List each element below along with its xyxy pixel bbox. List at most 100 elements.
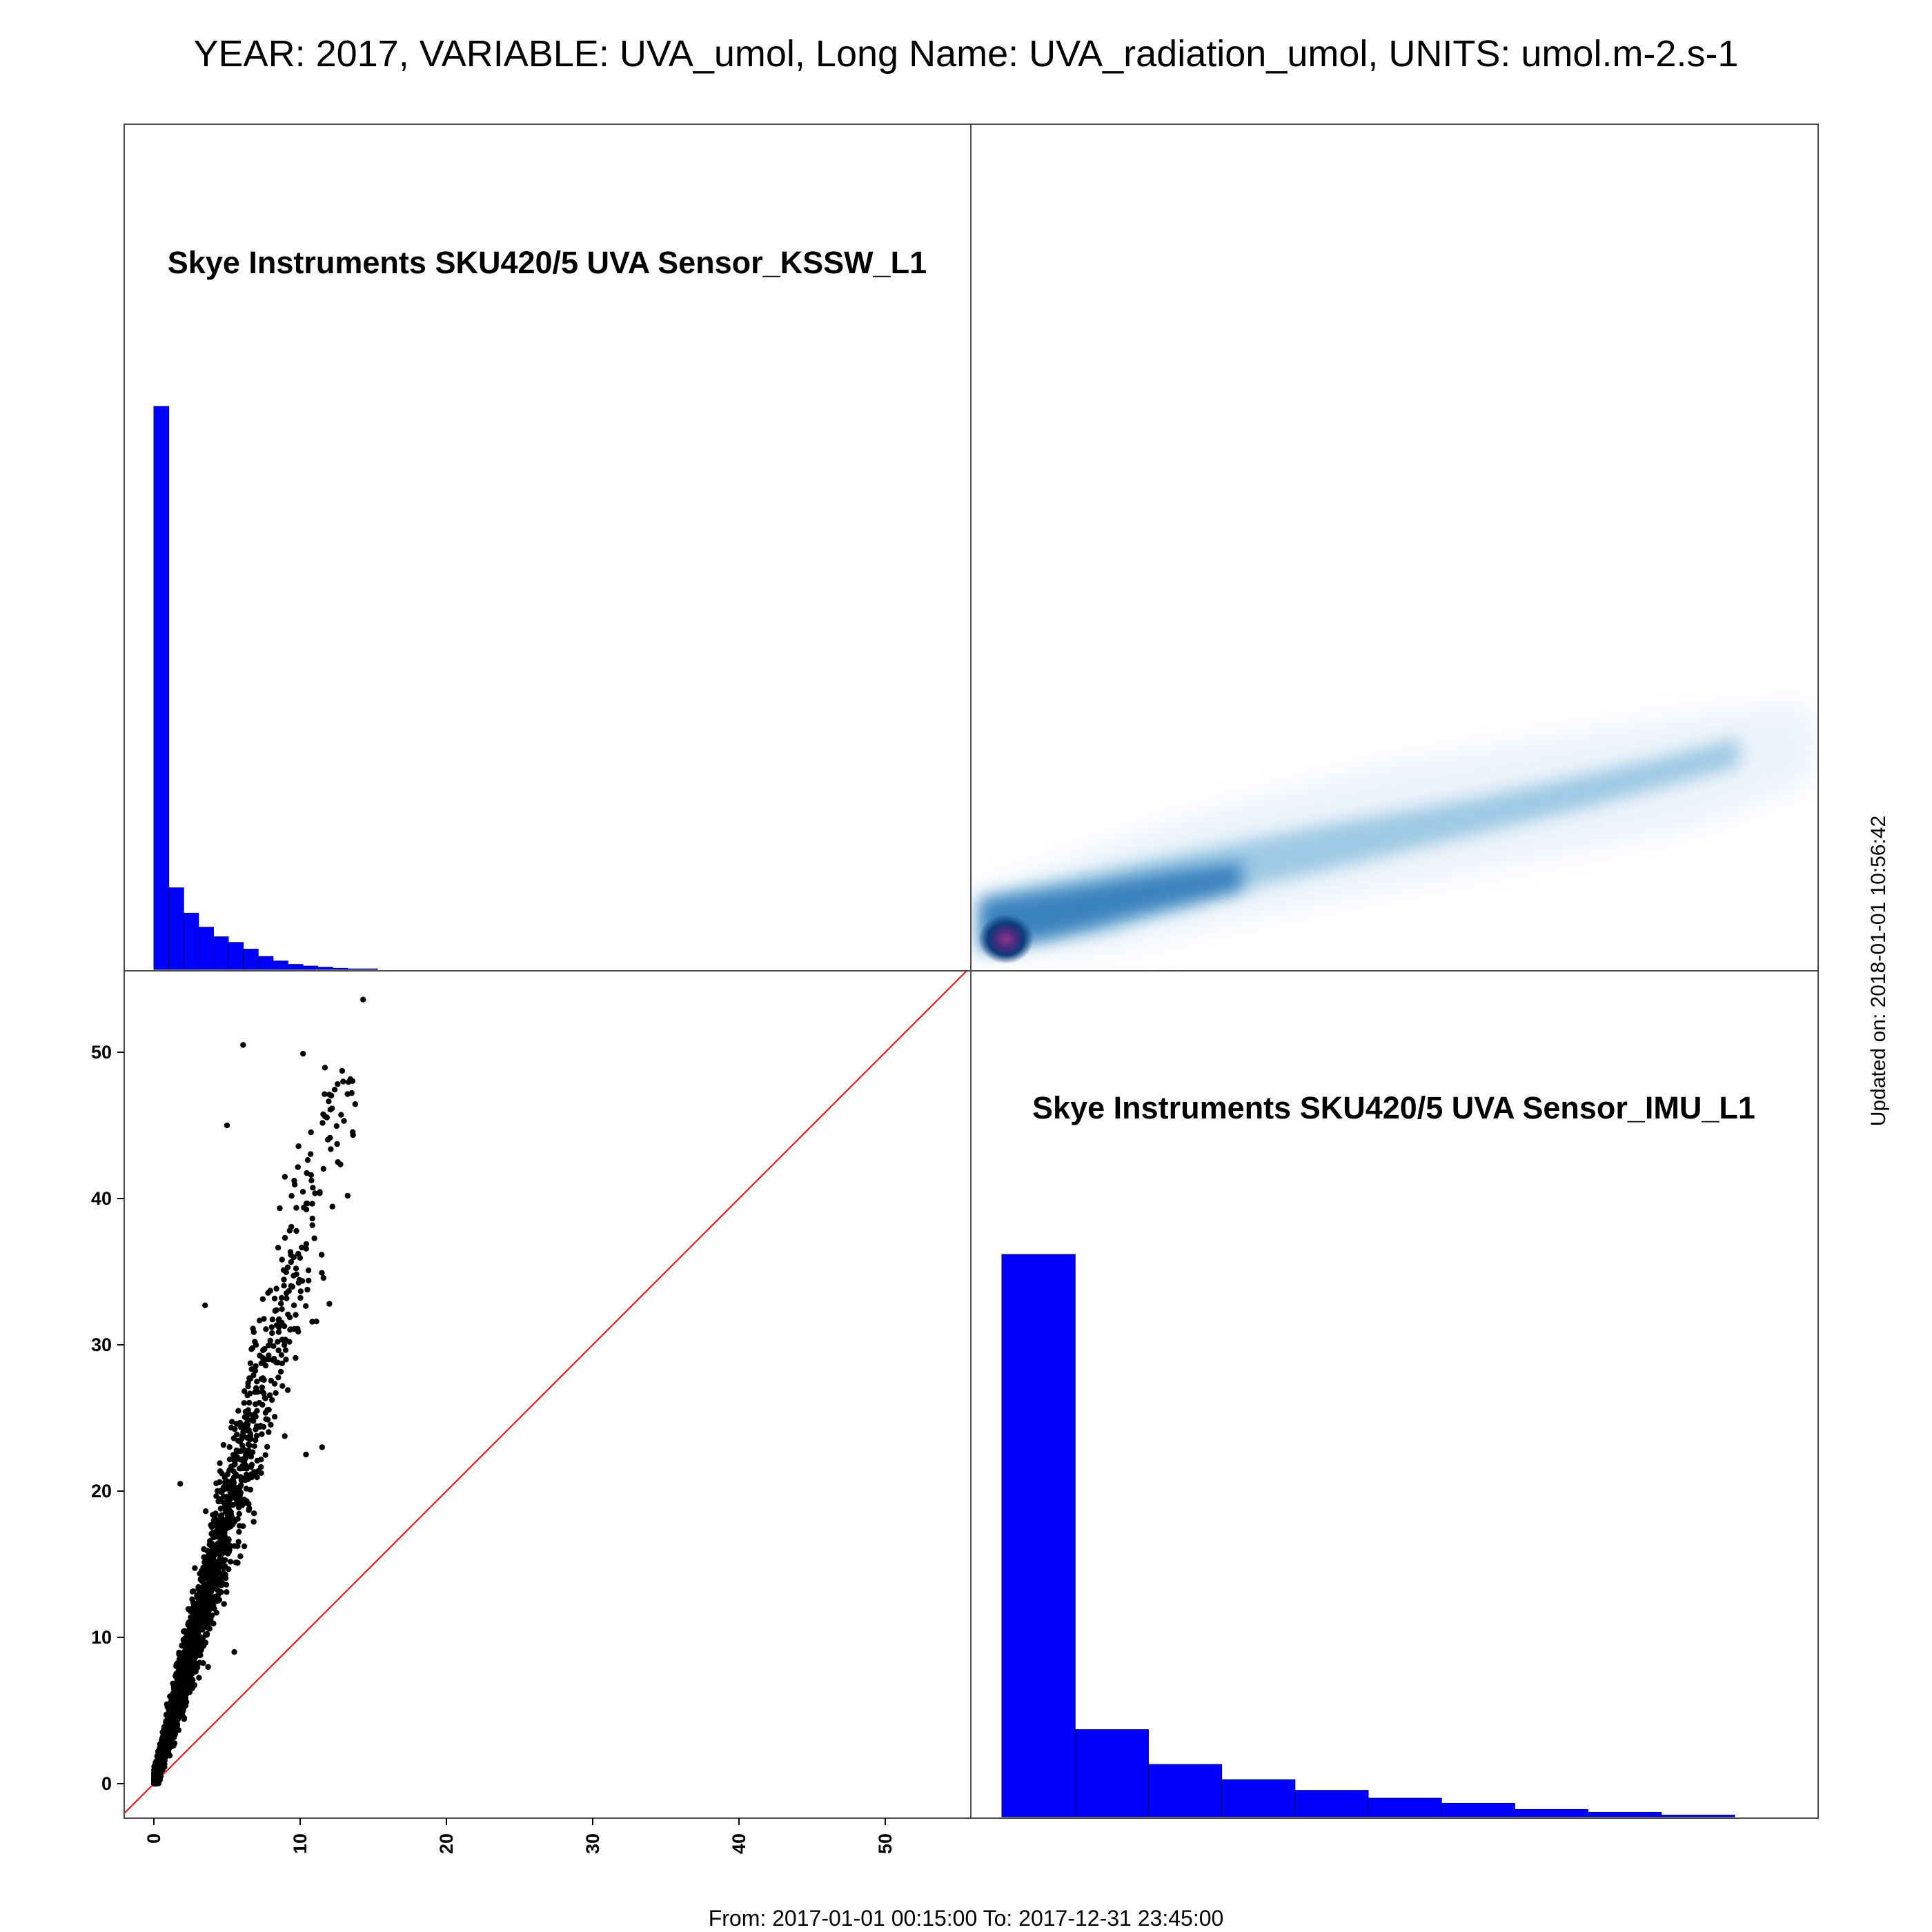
- scatter-point: [239, 1436, 245, 1442]
- scatter-point: [282, 1174, 288, 1180]
- scatter-point: [254, 1474, 260, 1481]
- scatter-point: [304, 1201, 310, 1207]
- scatter-point: [240, 1042, 246, 1048]
- scatter-point: [210, 1598, 217, 1604]
- histogram-bar: [1294, 1790, 1369, 1817]
- scatter-point: [227, 1559, 234, 1565]
- scatter-point: [320, 1165, 326, 1172]
- scatter-point: [224, 1589, 230, 1595]
- scatter-point: [163, 1737, 169, 1743]
- scatter-point: [219, 1538, 226, 1544]
- scatter-point: [181, 1628, 188, 1634]
- histogram-bar: [168, 887, 184, 970]
- scatter-point: [200, 1608, 207, 1615]
- scatter-point: [277, 1368, 284, 1375]
- scatter-point: [164, 1704, 170, 1710]
- histogram-imu: [1001, 1254, 1735, 1817]
- scatter-point: [244, 1449, 251, 1455]
- scatter-point: [326, 1098, 332, 1105]
- scatter-point: [235, 1539, 241, 1545]
- scatter-point: [260, 1423, 267, 1430]
- scatter-point: [304, 1286, 310, 1293]
- scatter-point: [165, 1717, 172, 1724]
- scatter-point: [230, 1468, 237, 1475]
- scatter-point: [253, 1363, 259, 1370]
- scatter-point: [278, 1352, 285, 1358]
- scatter-point: [252, 1339, 258, 1345]
- scatter-point: [350, 1132, 356, 1138]
- scatter-point: [275, 1329, 282, 1335]
- scatter-point: [275, 1359, 281, 1366]
- scatter-point: [203, 1508, 209, 1515]
- density-peak: [978, 914, 1034, 964]
- scatter-point: [272, 1308, 278, 1314]
- scatter-point: [201, 1559, 208, 1566]
- scatter-point: [230, 1477, 237, 1484]
- scatter-point: [231, 1649, 237, 1655]
- scatter-point: [307, 1151, 314, 1157]
- scatter-points: [150, 996, 366, 1787]
- y-tick-label: 20: [91, 1481, 112, 1501]
- scatter-point: [271, 1355, 277, 1362]
- scatter-point: [238, 1448, 244, 1455]
- scatter-point: [181, 1715, 188, 1721]
- scatter-point: [241, 1423, 248, 1429]
- scatter-point: [248, 1366, 255, 1372]
- scatter-point: [262, 1452, 268, 1458]
- scatter-point: [239, 1502, 246, 1508]
- scatter-point: [241, 1400, 247, 1406]
- scatter-point: [253, 1401, 259, 1408]
- scatter-point: [186, 1619, 193, 1626]
- scatter-point: [210, 1582, 217, 1588]
- scatter-point: [246, 1399, 253, 1406]
- scatter-point: [319, 1120, 326, 1126]
- histogram-bar: [1588, 1811, 1662, 1817]
- scatter-point: [181, 1643, 188, 1649]
- scatter-point: [262, 1362, 269, 1369]
- panel-top-left: Skye Instruments SKU420/5 UVA Sensor_KSS…: [124, 124, 972, 972]
- scatter-point: [189, 1685, 195, 1691]
- scatter-point: [240, 1465, 246, 1472]
- scatter-point: [279, 1256, 285, 1263]
- scatter-point: [293, 1312, 299, 1318]
- scatter-point: [282, 1234, 288, 1241]
- scatter-point: [178, 1684, 185, 1690]
- scatter-point: [224, 1471, 231, 1477]
- histogram-bar: [317, 967, 333, 970]
- scatter-point: [240, 1523, 246, 1529]
- scatter-point: [275, 1374, 282, 1381]
- scatter-point: [246, 1507, 252, 1513]
- scatter-point: [335, 1159, 341, 1165]
- scatter-point: [213, 1480, 219, 1486]
- scatter-point: [221, 1601, 227, 1607]
- scatter-point: [204, 1575, 210, 1581]
- scatter-point: [291, 1181, 298, 1188]
- scatter-point: [249, 1416, 255, 1423]
- scatter-point: [309, 1319, 315, 1325]
- scatter-point: [304, 1157, 311, 1163]
- scatter-point: [278, 1301, 284, 1307]
- y-tick-label: 0: [101, 1773, 112, 1794]
- scatter-point: [217, 1496, 223, 1502]
- scatter-point: [293, 1228, 299, 1234]
- panel-top-right: [970, 124, 1819, 972]
- scatter-point: [213, 1510, 219, 1517]
- scatter-point: [183, 1664, 189, 1670]
- scatter-point: [237, 1474, 244, 1480]
- panel-bottom-right-frame: [970, 970, 1819, 1819]
- scatter-point: [219, 1579, 226, 1586]
- scatter-point: [255, 1389, 261, 1395]
- histogram-bar: [198, 927, 214, 970]
- scatter-point: [245, 1383, 251, 1390]
- histogram-bar: [1221, 1779, 1296, 1817]
- y-tick-label: 30: [91, 1334, 112, 1355]
- histogram-bar: [1001, 1254, 1076, 1817]
- scatter-point: [232, 1426, 238, 1432]
- scatter-point: [246, 1375, 253, 1381]
- scatter-point: [161, 1733, 168, 1739]
- histogram-kssw: [153, 406, 378, 970]
- scatter-point: [170, 1708, 177, 1715]
- scatter-point: [308, 1177, 315, 1184]
- scatter-point: [317, 1190, 323, 1196]
